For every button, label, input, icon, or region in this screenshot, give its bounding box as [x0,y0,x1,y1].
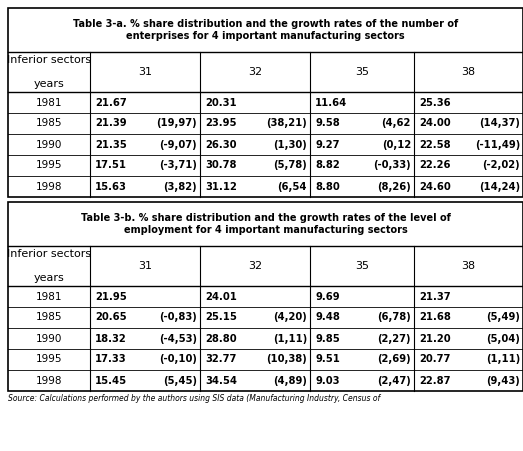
Text: 25.15: 25.15 [205,313,237,322]
Text: (5,49): (5,49) [486,313,520,322]
Text: (5,04): (5,04) [486,333,520,344]
Text: (4,20): (4,20) [273,313,307,322]
Text: 21.67: 21.67 [95,97,127,107]
Text: 21.68: 21.68 [419,313,451,322]
Text: 34.54: 34.54 [205,376,237,386]
Text: 18.32: 18.32 [95,333,127,344]
Text: (-0,10): (-0,10) [159,354,197,364]
Text: 35: 35 [355,67,369,77]
Text: 31: 31 [138,261,152,271]
Text: 9.85: 9.85 [315,333,340,344]
Text: (8,26): (8,26) [377,181,411,192]
Text: (2,47): (2,47) [377,376,411,386]
Text: (6,78): (6,78) [377,313,411,322]
Text: (2,69): (2,69) [378,354,411,364]
Text: 1990: 1990 [36,333,62,344]
Text: Source: Calculations performed by the authors using SIS data (Manufacturing Indu: Source: Calculations performed by the au… [8,394,380,403]
Text: 28.80: 28.80 [205,333,236,344]
Text: 32.77: 32.77 [205,354,236,364]
Text: Table 3-b. % share distribution and the growth rates of the level of
employment : Table 3-b. % share distribution and the … [81,213,450,235]
Text: (-0,33): (-0,33) [373,161,411,170]
Text: 1990: 1990 [36,139,62,149]
Text: (3,82): (3,82) [163,181,197,192]
Text: (-0,83): (-0,83) [159,313,197,322]
Text: (6,54: (6,54 [278,181,307,192]
Text: 32: 32 [248,261,262,271]
Text: 1985: 1985 [36,119,62,129]
Text: (4,89): (4,89) [273,376,307,386]
Text: 35: 35 [355,261,369,271]
Text: 1998: 1998 [36,181,62,192]
Text: (0,12: (0,12 [382,139,411,149]
Text: 1995: 1995 [36,161,62,170]
Text: 31.12: 31.12 [205,181,237,192]
Text: (1,11): (1,11) [486,354,520,364]
Text: 1998: 1998 [36,376,62,386]
Text: 22.87: 22.87 [419,376,450,386]
Text: 23.95: 23.95 [205,119,236,129]
Text: 9.51: 9.51 [315,354,340,364]
Text: (10,38): (10,38) [266,354,307,364]
Text: (5,45): (5,45) [163,376,197,386]
Text: 31: 31 [138,67,152,77]
Text: 22.26: 22.26 [419,161,450,170]
Text: 20.77: 20.77 [419,354,450,364]
Text: 24.00: 24.00 [419,119,451,129]
Bar [8,202,523,391]
Text: 21.39: 21.39 [95,119,127,129]
Text: 22.58: 22.58 [419,139,451,149]
Text: 20.65: 20.65 [95,313,127,322]
Text: 9.69: 9.69 [315,291,339,302]
Text: Inferior sectors

years: Inferior sectors years [7,55,91,88]
Text: (-3,71): (-3,71) [159,161,197,170]
Text: 15.63: 15.63 [95,181,127,192]
Text: 30.78: 30.78 [205,161,236,170]
Text: 21.95: 21.95 [95,291,127,302]
Text: 8.80: 8.80 [315,181,340,192]
Text: 21.37: 21.37 [419,291,451,302]
Text: 25.36: 25.36 [419,97,451,107]
Bar [8,8,523,197]
Text: (1,30): (1,30) [273,139,307,149]
Text: 9.27: 9.27 [315,139,339,149]
Text: (-2,02): (-2,02) [482,161,520,170]
Text: 15.45: 15.45 [95,376,127,386]
Text: 11.64: 11.64 [315,97,347,107]
Text: 8.82: 8.82 [315,161,340,170]
Text: 24.60: 24.60 [419,181,451,192]
Text: (1,11): (1,11) [273,333,307,344]
Text: 24.01: 24.01 [205,291,237,302]
Text: 9.03: 9.03 [315,376,339,386]
Text: 1985: 1985 [36,313,62,322]
Text: 1981: 1981 [36,97,62,107]
Text: 1981: 1981 [36,291,62,302]
Text: (-11,49): (-11,49) [475,139,520,149]
Text: Table 3-a. % share distribution and the growth rates of the number of
enterprise: Table 3-a. % share distribution and the … [73,19,458,41]
Text: (-9,07): (-9,07) [160,139,197,149]
Text: (14,24): (14,24) [479,181,520,192]
Text: (5,78): (5,78) [273,161,307,170]
Text: (4,62: (4,62 [382,119,411,129]
Text: 21.20: 21.20 [419,333,451,344]
Text: 32: 32 [248,67,262,77]
Text: (-4,53): (-4,53) [159,333,197,344]
Text: 21.35: 21.35 [95,139,127,149]
Text: 26.30: 26.30 [205,139,236,149]
Text: 17.51: 17.51 [95,161,127,170]
Text: 38: 38 [461,261,475,271]
Text: 20.31: 20.31 [205,97,236,107]
Text: Inferior sectors

years: Inferior sectors years [7,249,91,283]
Text: 9.48: 9.48 [315,313,340,322]
Text: 9.58: 9.58 [315,119,340,129]
Text: (38,21): (38,21) [266,119,307,129]
Text: 1995: 1995 [36,354,62,364]
Text: 38: 38 [461,67,475,77]
Text: (2,27): (2,27) [378,333,411,344]
Text: 17.33: 17.33 [95,354,127,364]
Text: (19,97): (19,97) [156,119,197,129]
Text: (14,37): (14,37) [479,119,520,129]
Text: (9,43): (9,43) [486,376,520,386]
